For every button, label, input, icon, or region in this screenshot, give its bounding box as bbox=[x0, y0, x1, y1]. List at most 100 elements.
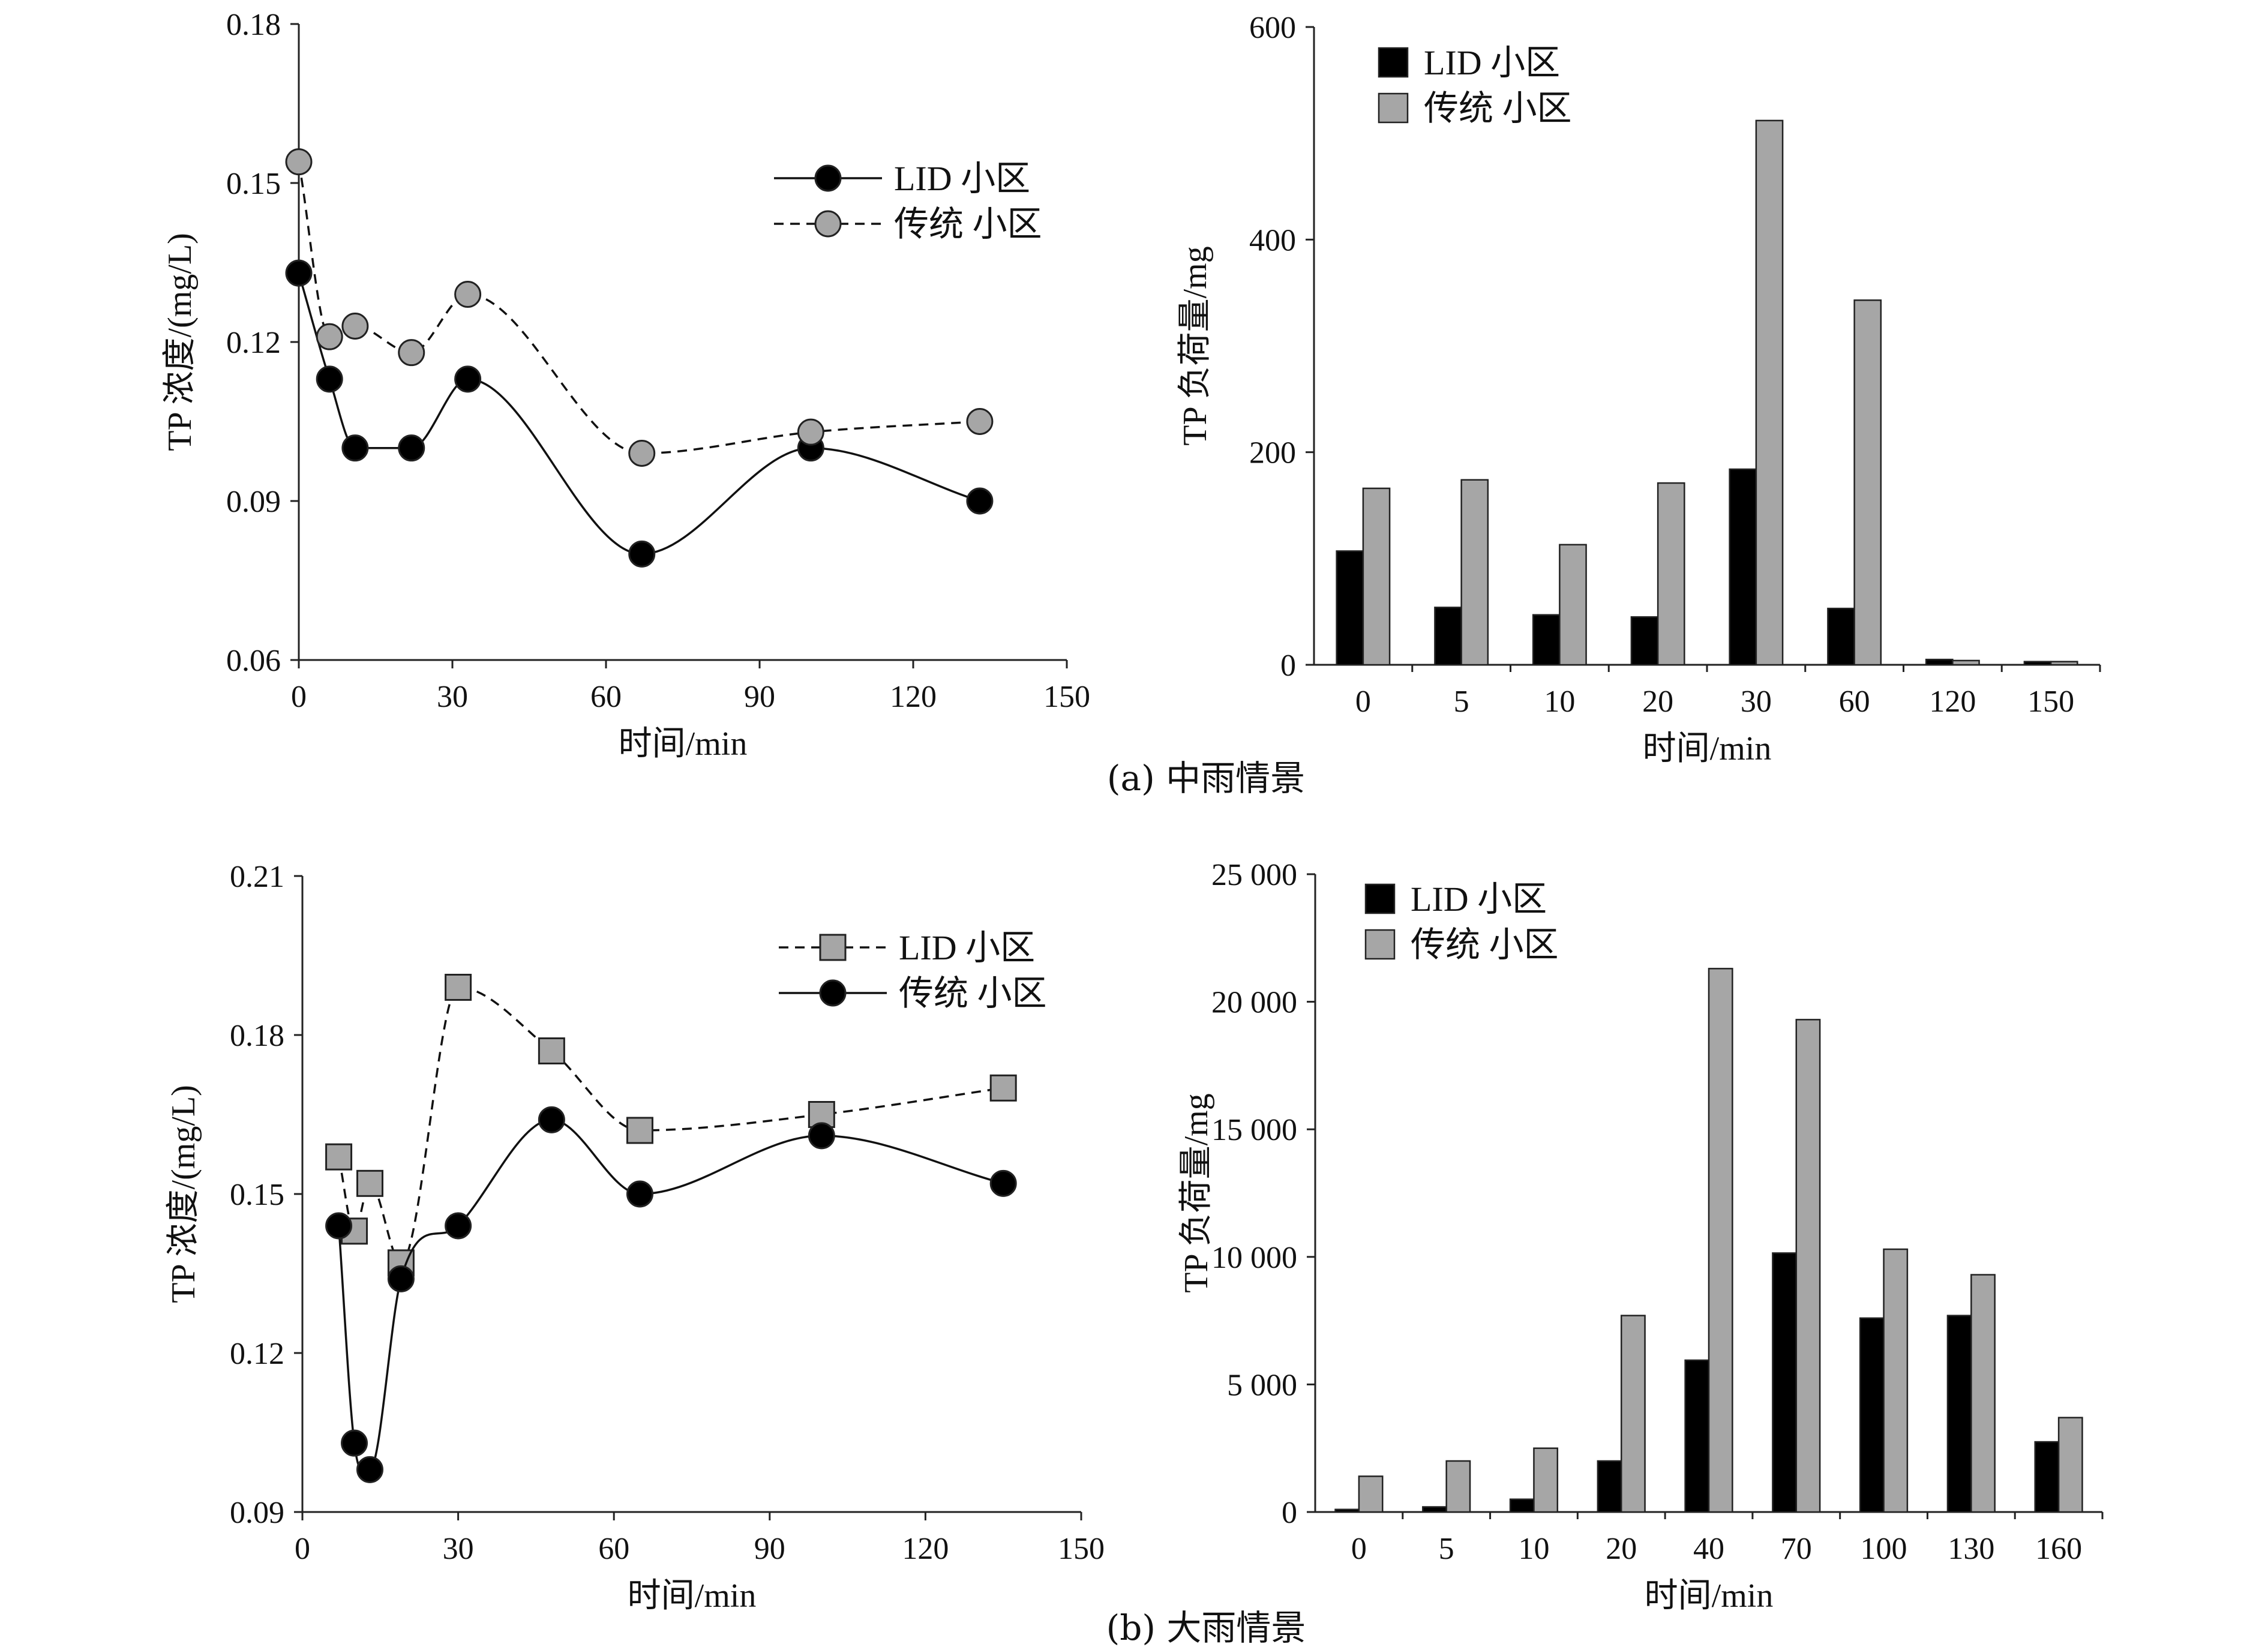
x-tick-label: 0 bbox=[291, 680, 307, 714]
y-tick-label: 10 000 bbox=[1211, 1241, 1297, 1275]
chart-b-bar: 0 5 000 10 000 15 000 20 000 25 000 0 5 10 20 40 70… bbox=[1178, 858, 2104, 1615]
bar bbox=[1853, 299, 1882, 666]
data-point bbox=[626, 1180, 653, 1208]
legend-swatch bbox=[1364, 929, 1396, 960]
y-tick-label: 0.18 bbox=[230, 1019, 284, 1053]
bar bbox=[1597, 1460, 1622, 1513]
bar bbox=[1358, 1475, 1384, 1513]
series-line bbox=[337, 1118, 1004, 1473]
bar bbox=[1684, 1359, 1710, 1513]
y-tick-label: 0.09 bbox=[230, 1496, 284, 1530]
x-tick-label: 5 bbox=[1454, 685, 1469, 719]
y-tick-label: 0.15 bbox=[230, 1178, 284, 1212]
data-point bbox=[628, 540, 656, 568]
data-point bbox=[398, 339, 425, 367]
x-tick-label: 90 bbox=[754, 1532, 785, 1566]
y-tick-label: 20 000 bbox=[1211, 986, 1297, 1020]
bar bbox=[1630, 616, 1659, 666]
data-point bbox=[356, 1456, 383, 1483]
legend-marker bbox=[814, 210, 842, 238]
bar bbox=[1422, 1506, 1447, 1513]
legend-label: LID 小区 bbox=[1424, 43, 1560, 82]
chart-b-line: 0.09 0.12 0.15 0.18 0.21 0 30 60 90 120 150 时间/min T… bbox=[165, 860, 1105, 1615]
legend-swatch bbox=[1378, 47, 1409, 78]
bar bbox=[1532, 614, 1561, 666]
y-axis-label: TP 浓度/(mg/L) bbox=[161, 233, 199, 451]
data-point bbox=[989, 1074, 1017, 1102]
data-point bbox=[538, 1037, 565, 1064]
data-point bbox=[628, 440, 656, 467]
legend-marker bbox=[814, 164, 842, 192]
bar bbox=[1859, 1317, 1885, 1513]
x-tick-label: 10 bbox=[1544, 685, 1575, 719]
data-point bbox=[398, 434, 425, 462]
legend-label: 传统 小区 bbox=[899, 974, 1047, 1013]
data-point bbox=[341, 313, 369, 340]
bar bbox=[1445, 1460, 1471, 1513]
data-point bbox=[341, 1429, 368, 1457]
x-tick-label: 30 bbox=[1741, 685, 1772, 719]
data-point bbox=[626, 1117, 653, 1144]
y-tick-label: 5 000 bbox=[1227, 1368, 1297, 1402]
bar bbox=[2050, 661, 2078, 666]
bar bbox=[1729, 468, 1757, 666]
x-tick-label: 70 bbox=[1781, 1532, 1812, 1566]
data-point bbox=[454, 365, 482, 393]
caption-b: (b) 大雨情景 bbox=[1106, 1607, 1306, 1648]
x-tick-label: 60 bbox=[590, 680, 622, 714]
caption-a: (a) 中雨情景 bbox=[1106, 758, 1306, 799]
bar bbox=[1533, 1447, 1559, 1513]
x-tick-label: 100 bbox=[1861, 1532, 1907, 1566]
data-point bbox=[325, 1212, 353, 1240]
x-tick-label: 150 bbox=[1043, 680, 1090, 714]
series-line bbox=[337, 986, 1004, 1264]
bar bbox=[1755, 119, 1784, 666]
data-point bbox=[445, 974, 472, 1001]
bar bbox=[1946, 1315, 1972, 1513]
chart-a-line: 0.06 0.09 0.12 0.15 0.18 0 30 60 90 120 150 时间/min T… bbox=[161, 8, 1090, 763]
bar bbox=[1883, 1248, 1909, 1513]
bar bbox=[1620, 1315, 1646, 1513]
x-tick-label: 120 bbox=[902, 1532, 949, 1566]
x-axis-label: 时间/min bbox=[1645, 1577, 1774, 1615]
y-tick-label: 0.18 bbox=[226, 8, 281, 42]
series-line bbox=[298, 272, 980, 556]
bar bbox=[2023, 661, 2052, 666]
y-axis-label: TP 负荷量/mg bbox=[1177, 246, 1214, 445]
data-point bbox=[989, 1169, 1017, 1197]
data-point bbox=[538, 1106, 565, 1133]
y-tick-label: 0.21 bbox=[230, 860, 284, 894]
data-point bbox=[966, 487, 994, 515]
bar bbox=[1708, 968, 1733, 1513]
series-line bbox=[298, 161, 980, 455]
y-axis-label: TP 浓度/(mg/L) bbox=[165, 1085, 202, 1303]
y-tick-label: 15 000 bbox=[1211, 1113, 1297, 1147]
chart-a-bar: 0 200 400 600 0 5 10 20 30 60 120 150 时间/min TP 负荷量/m… bbox=[1177, 11, 2101, 767]
bar bbox=[1925, 658, 1954, 666]
x-tick-label: 0 bbox=[1351, 1532, 1367, 1566]
x-axis-label: 时间/min bbox=[619, 725, 748, 763]
bar bbox=[1434, 607, 1462, 666]
data-point bbox=[797, 418, 824, 446]
x-tick-label: 30 bbox=[443, 1532, 474, 1566]
x-tick-label: 0 bbox=[295, 1532, 310, 1566]
x-tick-label: 0 bbox=[1355, 685, 1371, 719]
y-tick-label: 400 bbox=[1249, 223, 1296, 257]
bar bbox=[1827, 607, 1855, 666]
legend-label: 传统 小区 bbox=[1411, 925, 1559, 964]
bar bbox=[1795, 1019, 1821, 1513]
data-point bbox=[285, 259, 313, 287]
x-tick-label: 90 bbox=[744, 680, 775, 714]
legend-label: LID 小区 bbox=[899, 928, 1035, 967]
x-tick-label: 20 bbox=[1642, 685, 1673, 719]
data-point bbox=[316, 365, 343, 393]
bar bbox=[1336, 550, 1364, 666]
data-point bbox=[387, 1265, 415, 1292]
y-tick-label: 0.06 bbox=[226, 644, 281, 678]
bar bbox=[1657, 482, 1685, 666]
x-tick-label: 130 bbox=[1948, 1532, 1994, 1566]
x-tick-label: 160 bbox=[2035, 1532, 2082, 1566]
bar bbox=[2057, 1417, 2083, 1513]
x-tick-label: 150 bbox=[1058, 1532, 1105, 1566]
